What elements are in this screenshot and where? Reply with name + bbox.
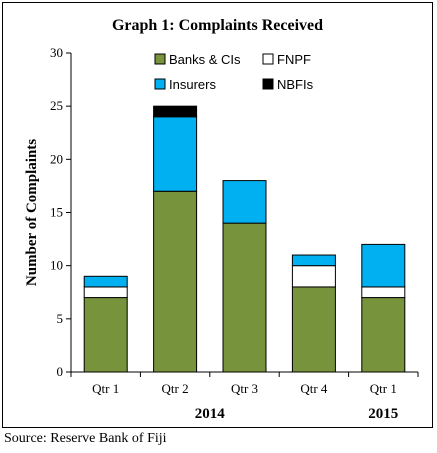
bar-segment [291,254,336,267]
y-axis-title: Number of Complaints [24,139,40,286]
legend-label: Insurers [169,77,216,92]
bar-segment [222,222,267,373]
legend-swatch [154,78,166,90]
bar-segment [153,116,198,192]
x-year-label: 2015 [368,406,398,422]
bar-segment [361,243,406,288]
bar-segment [222,180,267,224]
x-category-label: Qtr 1 [92,381,119,396]
x-category-label: Qtr 2 [162,381,189,396]
x-category-label: Qtr 1 [370,381,397,396]
bar-segment [83,286,128,299]
chart-title: Graph 1: Complaints Received [111,17,324,34]
x-category-label: Qtr 3 [231,381,258,396]
bar-segment [361,286,406,299]
bar-segment [291,286,336,373]
y-tick-label: 0 [57,364,64,379]
source-note: Source: Reserve Bank of Fiji [4,431,167,446]
bar-segment [291,265,336,288]
bar-segment [153,190,198,373]
bar-chart: 0 5 10 15 20 25 30 Qtr 1 Qtr 2 Qtr 3 Qtr 4 Qtr 1 201… [24,45,419,422]
legend-swatch [262,78,274,90]
y-tick-label: 30 [50,45,63,60]
y-tick-label: 25 [50,98,63,113]
bar-segment [361,297,406,373]
x-category-label: Qtr 4 [300,381,328,396]
chart-frame: Graph 1: Complaints Received [2,2,433,428]
legend-swatch [154,53,166,65]
x-year-label: 2014 [195,406,226,422]
y-tick-label: 15 [50,205,63,220]
legend-label: FNPF [277,52,311,67]
y-tick-label: 20 [50,151,63,166]
y-tick-label: 10 [50,258,63,273]
legend-label: NBFIs [277,77,314,92]
y-tick-label: 5 [57,311,64,326]
bar-segment [153,105,198,118]
legend-swatch [262,53,274,65]
bar-segment [83,275,128,288]
legend-label: Banks & CIs [169,52,241,67]
bar-segment [83,297,128,373]
